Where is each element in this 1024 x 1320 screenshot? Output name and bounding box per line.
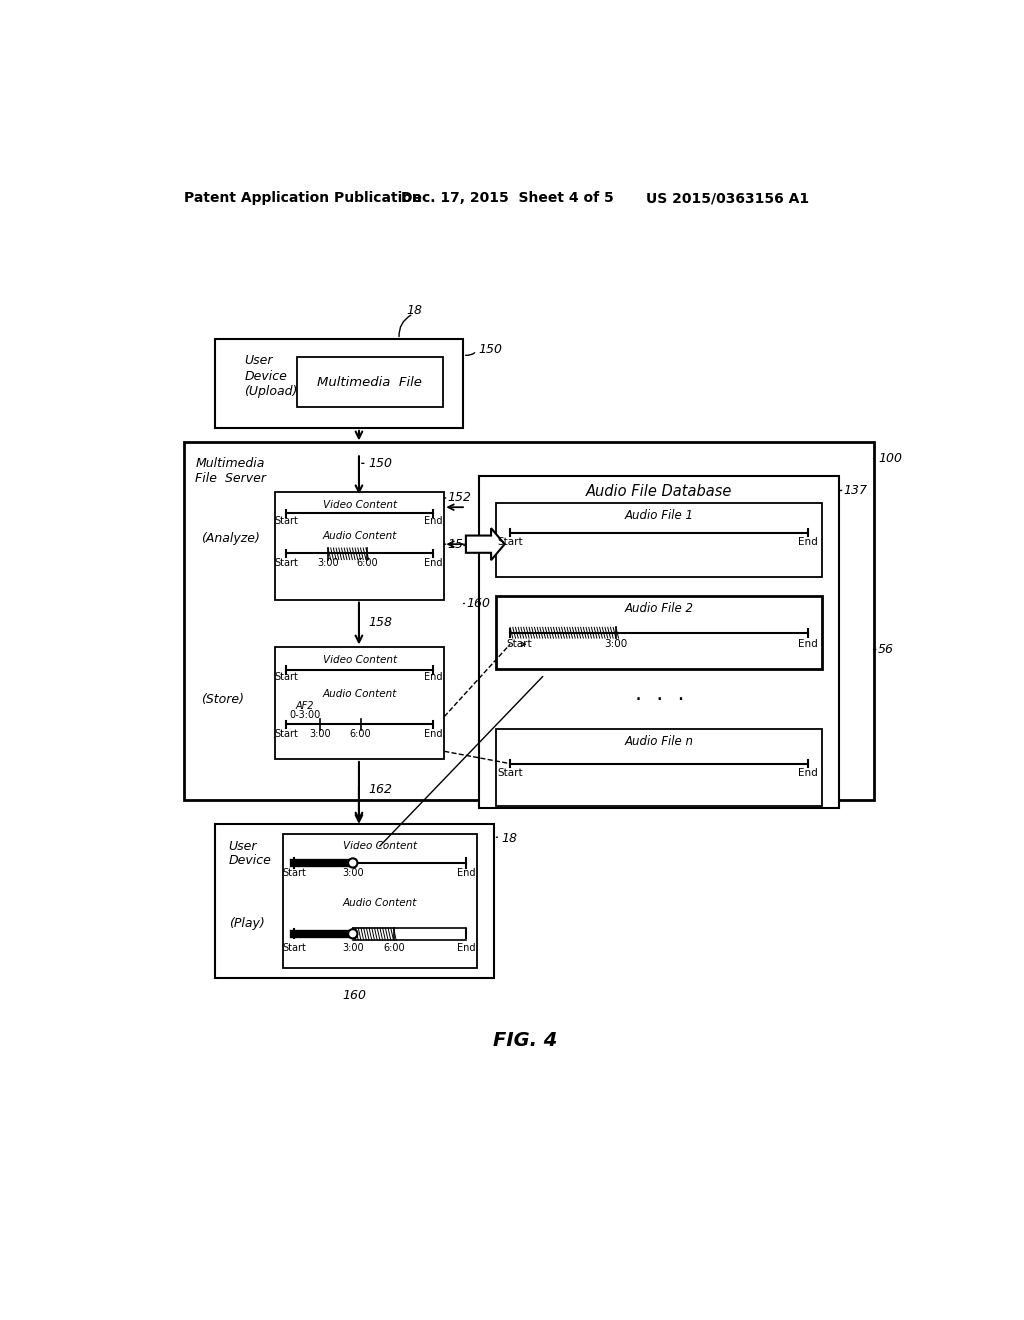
Text: Audio Content: Audio Content: [323, 531, 397, 541]
Bar: [283, 834, 477, 969]
Text: Video Content: Video Content: [343, 841, 417, 851]
Text: Multimedia  File: Multimedia File: [317, 376, 422, 388]
Text: 3:00: 3:00: [604, 639, 628, 649]
Text: 3:00: 3:00: [342, 942, 364, 953]
Bar: [496, 503, 821, 577]
Text: 0-3:00: 0-3:00: [289, 710, 321, 721]
Text: (Upload): (Upload): [245, 385, 298, 399]
Text: AF2: AF2: [296, 701, 314, 711]
Text: 56: 56: [879, 643, 894, 656]
Text: Video Content: Video Content: [323, 500, 396, 510]
Text: Start: Start: [282, 869, 306, 878]
Text: Start: Start: [498, 537, 523, 546]
Text: 3:00: 3:00: [342, 869, 364, 878]
Text: (Store): (Store): [201, 693, 244, 706]
Text: 18: 18: [407, 305, 423, 317]
Text: (Analyze): (Analyze): [201, 532, 260, 545]
Polygon shape: [466, 528, 505, 560]
Text: 152: 152: [447, 491, 471, 504]
Text: Start: Start: [274, 558, 298, 569]
Text: 162: 162: [369, 783, 392, 796]
Bar: [297, 358, 442, 407]
Text: Audio File 1: Audio File 1: [625, 510, 693, 523]
Text: FIG. 4: FIG. 4: [493, 1031, 557, 1049]
Bar: [215, 339, 463, 428]
Text: ·  ·  ·: · · ·: [635, 690, 684, 710]
Text: End: End: [424, 672, 442, 682]
Circle shape: [348, 929, 357, 939]
Text: Audio File Database: Audio File Database: [586, 484, 732, 499]
Text: End: End: [798, 639, 817, 649]
Text: 158: 158: [369, 616, 392, 630]
Text: Audio Content: Audio Content: [343, 898, 417, 908]
Text: 100: 100: [879, 453, 902, 465]
Bar: [496, 729, 821, 807]
Text: 150: 150: [478, 343, 503, 356]
Text: Patent Application Publication: Patent Application Publication: [183, 191, 422, 206]
Text: 6:00: 6:00: [349, 730, 372, 739]
Text: Video Content: Video Content: [323, 656, 396, 665]
Text: 3:00: 3:00: [309, 730, 331, 739]
Text: US 2015/0363156 A1: US 2015/0363156 A1: [646, 191, 809, 206]
Text: Audio File n: Audio File n: [625, 735, 693, 748]
Text: End: End: [424, 516, 442, 527]
Text: Start: Start: [274, 672, 298, 682]
Text: Multimedia: Multimedia: [196, 457, 265, 470]
Text: 150: 150: [369, 457, 392, 470]
Text: Start: Start: [282, 942, 306, 953]
Bar: [215, 825, 494, 978]
Circle shape: [348, 858, 357, 867]
Bar: [479, 477, 840, 808]
Text: End: End: [798, 537, 817, 546]
Text: (Play): (Play): [228, 916, 264, 929]
Text: 160: 160: [466, 597, 489, 610]
Text: 137: 137: [844, 483, 867, 496]
Text: Start: Start: [498, 768, 523, 777]
Text: Start: Start: [274, 516, 298, 527]
Text: 154: 154: [447, 537, 471, 550]
Text: Device: Device: [245, 370, 287, 383]
Text: 3:00: 3:00: [317, 558, 339, 569]
Text: End: End: [798, 768, 817, 777]
Text: Audio Content: Audio Content: [323, 689, 397, 698]
Text: Audio File 2: Audio File 2: [625, 602, 693, 615]
Text: File  Server: File Server: [196, 473, 266, 486]
Text: Dec. 17, 2015  Sheet 4 of 5: Dec. 17, 2015 Sheet 4 of 5: [400, 191, 613, 206]
Bar: [275, 492, 444, 599]
Bar: [183, 442, 873, 800]
Text: End: End: [424, 730, 442, 739]
Text: 160: 160: [342, 989, 367, 1002]
Text: End: End: [424, 558, 442, 569]
Text: 6:00: 6:00: [383, 942, 404, 953]
Text: 6:00: 6:00: [356, 558, 378, 569]
Text: Start: Start: [274, 730, 298, 739]
Text: User: User: [228, 840, 257, 853]
Text: End: End: [457, 869, 475, 878]
Bar: [275, 647, 444, 759]
Text: End: End: [457, 942, 475, 953]
Text: Start: Start: [507, 639, 532, 649]
Text: 18: 18: [502, 832, 517, 845]
Text: Device: Device: [228, 854, 271, 867]
Bar: [496, 595, 821, 669]
Text: User: User: [245, 354, 272, 367]
